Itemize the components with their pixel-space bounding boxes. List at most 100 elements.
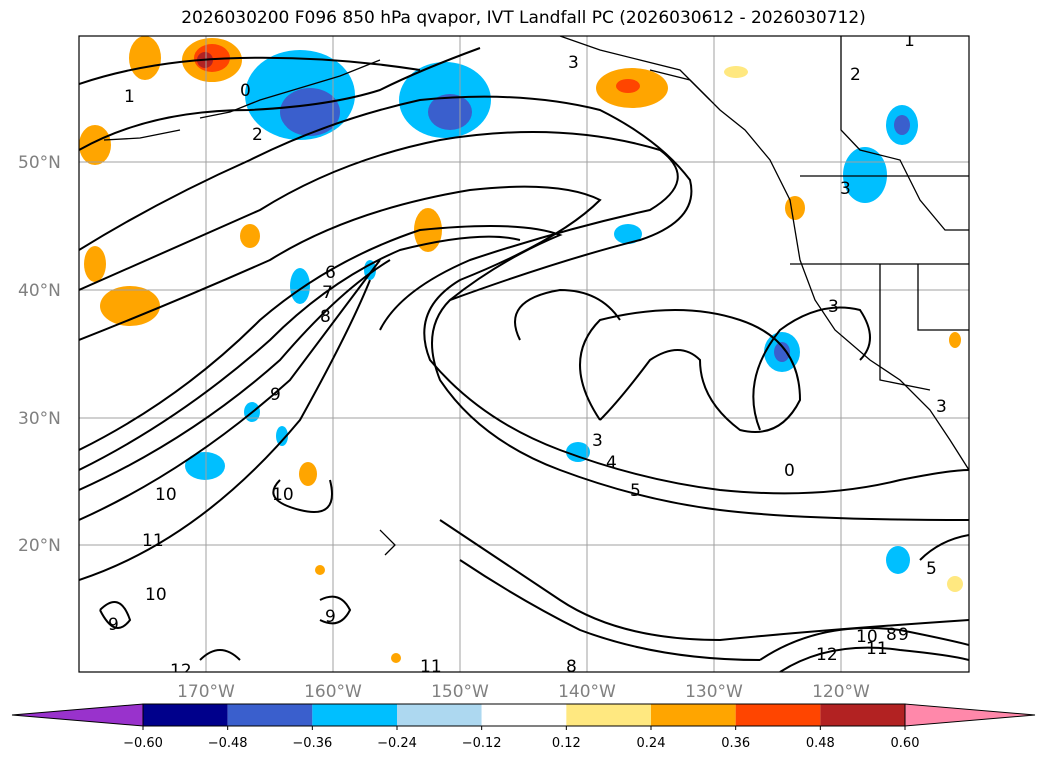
colorbar-segment — [312, 704, 397, 726]
contour-label: 12 — [816, 645, 838, 665]
negative-anomaly-blob — [428, 94, 472, 130]
colorbar-tick-label: −0.24 — [377, 736, 417, 751]
positive-anomaly-blob — [240, 224, 260, 248]
colorbar-tick-label: −0.36 — [292, 736, 332, 751]
colorbar-extend-low — [11, 703, 144, 727]
contour-label: 10 — [272, 485, 294, 505]
positive-anomaly-blob — [616, 79, 640, 93]
positive-anomaly-blob — [129, 36, 161, 80]
positive-anomaly-blob — [391, 653, 401, 663]
colorbar-segment — [820, 704, 905, 726]
negative-anomaly-blob — [894, 115, 910, 135]
contour-label: 0 — [784, 461, 795, 481]
colorbar-tick-label: −0.12 — [462, 736, 502, 751]
colorbar-segment — [397, 704, 482, 726]
contour-label: 5 — [926, 559, 937, 579]
negative-anomaly-blob — [886, 546, 910, 574]
contour-label: 10 — [856, 627, 878, 647]
colorbar: −0.60 −0.48 −0.36 −0.24 −0.12 0.12 0.24 0.36 0.4… — [11, 703, 1036, 751]
contour-labels: 0 1 1 2 2 3 3 3 3 3 4 5 5 6 7 8 8 8 9 9 … — [108, 31, 947, 681]
contour-label: 3 — [568, 53, 579, 73]
contour-label: 12 — [170, 661, 192, 681]
contour-label: 8 — [566, 657, 577, 677]
contour-label: 4 — [606, 453, 617, 473]
contour-label: 11 — [142, 531, 164, 551]
colorbar-segment — [481, 704, 567, 726]
positive-anomaly-blob — [724, 66, 748, 78]
contour-label: 6 — [325, 263, 336, 283]
colorbar-tick-label: 0.12 — [552, 736, 581, 751]
contour-label: 11 — [866, 639, 888, 659]
contour-label: 3 — [592, 431, 603, 451]
positive-anomaly-blob — [315, 565, 325, 575]
contour-label: 3 — [828, 297, 839, 317]
positive-anomaly-blob — [100, 286, 160, 326]
contour-label: 1 — [904, 31, 915, 51]
colorbar-segment — [143, 704, 228, 726]
colorbar-tick-label: 0.36 — [721, 736, 750, 751]
contour-label: 3 — [840, 179, 851, 199]
negative-anomaly-blob — [276, 426, 288, 446]
colorbar-segment — [651, 704, 736, 726]
lat-label: 30°N — [18, 409, 61, 429]
contour-label: 9 — [898, 625, 909, 645]
negative-anomaly-blob — [185, 452, 225, 480]
ivt-contours — [79, 47, 969, 672]
contour-label: 11 — [420, 657, 442, 677]
contour-label: 9 — [325, 607, 336, 627]
positive-anomaly-blob — [79, 125, 111, 165]
contour-label: 8 — [886, 625, 897, 645]
coastlines — [103, 36, 969, 556]
contour-label: 5 — [630, 481, 641, 501]
contour-label: 10 — [155, 485, 177, 505]
colorbar-frame — [142, 703, 906, 727]
contour-label: 1 — [124, 87, 135, 107]
map-plot-area: 0 1 1 2 2 3 3 3 3 3 4 5 5 6 7 8 8 8 9 9 … — [79, 31, 969, 681]
lat-label: 20°N — [18, 536, 61, 556]
lat-label: 40°N — [18, 281, 61, 301]
negative-anomaly-blob — [290, 268, 310, 304]
latitude-labels: 50°N 40°N 30°N 20°N — [18, 153, 61, 556]
colorbar-segment — [227, 704, 313, 726]
colorbar-tick-label: −0.48 — [208, 736, 248, 751]
contour-label: 9 — [108, 615, 119, 635]
positive-anomaly-blob — [785, 196, 805, 220]
colorbar-tick-label: 0.24 — [637, 736, 666, 751]
graticule — [79, 36, 969, 672]
contour-label: 2 — [850, 65, 861, 85]
colorbar-segment — [735, 704, 821, 726]
colorbar-tick-label: −0.60 — [123, 736, 163, 751]
contour-label: 10 — [145, 585, 167, 605]
contour-label: 0 — [240, 81, 251, 101]
positive-anomaly-blob — [84, 246, 106, 282]
plot-frame — [78, 35, 970, 673]
lat-label: 50°N — [18, 153, 61, 173]
lon-label: 140°W — [558, 682, 616, 702]
contour-label: 2 — [252, 125, 263, 145]
contour-label: 8 — [320, 307, 331, 327]
lon-label: 150°W — [431, 682, 489, 702]
lon-label: 130°W — [685, 682, 743, 702]
contour-label: 9 — [270, 385, 281, 405]
positive-anomaly-blob — [947, 576, 963, 592]
colorbar-extend-high — [904, 703, 1036, 727]
map-title: 2026030200 F096 850 hPa qvapor, IVT Land… — [181, 8, 866, 28]
qvapor-anomaly-fill — [79, 36, 963, 663]
contour-label: 7 — [322, 283, 333, 303]
positive-anomaly-blob — [299, 462, 317, 486]
negative-anomaly-blob — [843, 147, 887, 203]
negative-anomaly-blob — [614, 224, 642, 244]
positive-anomaly-blob — [949, 332, 961, 348]
contour-label: 3 — [936, 397, 947, 417]
negative-anomaly-blob — [774, 342, 790, 362]
lon-label: 170°W — [177, 682, 235, 702]
lon-label: 160°W — [304, 682, 362, 702]
colorbar-tick-label: 0.48 — [806, 736, 835, 751]
colorbar-segment — [566, 704, 651, 726]
negative-anomaly-blob — [566, 442, 590, 462]
colorbar-tick-label: 0.60 — [891, 736, 920, 751]
longitude-labels: 170°W 160°W 150°W 140°W 130°W 120°W — [177, 682, 870, 702]
lon-label: 120°W — [812, 682, 870, 702]
negative-anomaly-blob — [280, 88, 340, 136]
